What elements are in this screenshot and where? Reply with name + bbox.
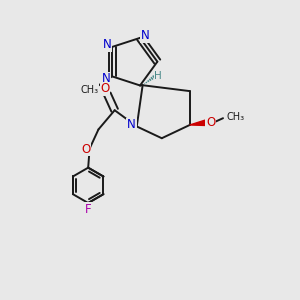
Polygon shape (190, 120, 207, 125)
Text: CH₃: CH₃ (227, 112, 245, 122)
Text: F: F (85, 203, 92, 216)
Text: H: H (154, 70, 162, 80)
Text: O: O (100, 82, 110, 95)
Text: N: N (127, 118, 136, 131)
Text: O: O (82, 142, 91, 156)
Text: O: O (206, 116, 215, 129)
Text: N: N (141, 29, 150, 42)
Text: N: N (102, 38, 111, 51)
Text: CH₃: CH₃ (80, 85, 98, 94)
Text: N: N (102, 72, 111, 85)
